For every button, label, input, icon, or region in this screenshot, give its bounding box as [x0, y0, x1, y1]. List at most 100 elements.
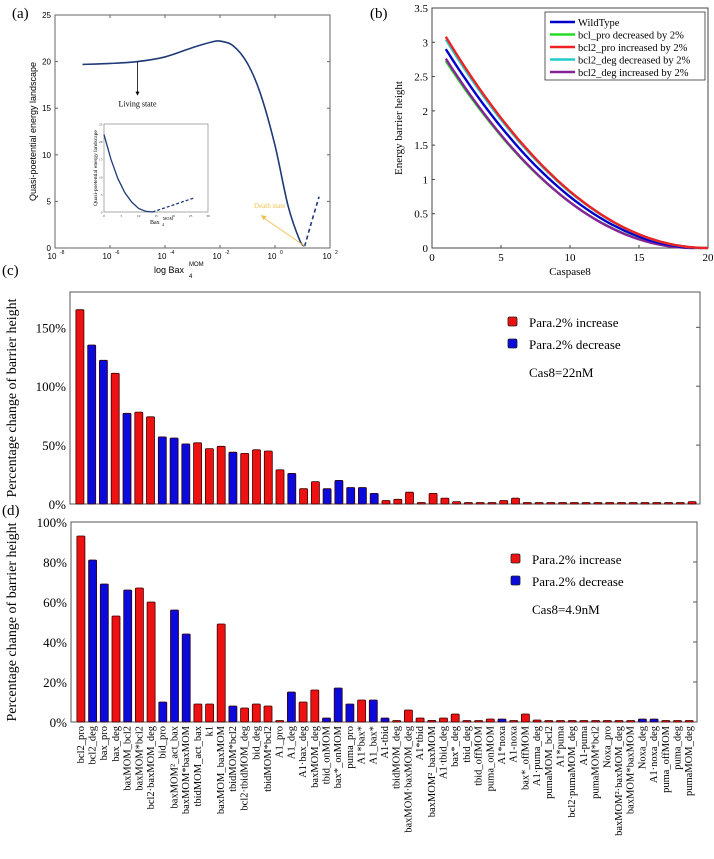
bar: [204, 448, 214, 505]
bar: [146, 416, 155, 505]
bar: [368, 699, 378, 723]
d-category-label: A1·bax_deg: [298, 725, 309, 778]
bar: [216, 445, 226, 505]
bar: [393, 498, 403, 505]
panel-a-xlabel-sup: MOM: [189, 262, 204, 268]
b-legend-label: bcl_pro decreased by 2%: [578, 31, 684, 42]
d-category-label: tbid_onMOM: [322, 725, 333, 784]
panel-label-d: (d): [2, 503, 20, 519]
panel-label-b: (b): [370, 6, 388, 22]
cas8-note: Cas8=4.9nM: [532, 602, 600, 617]
d-category-label: bax*_onMOM: [333, 725, 344, 788]
d-category-label: A1*noxa: [497, 726, 508, 765]
legend-label: Para.2% increase: [532, 552, 622, 567]
bar: [240, 707, 250, 723]
legend-label: Para.2% increase: [529, 315, 619, 330]
bar: [216, 623, 226, 723]
bar: [122, 412, 132, 505]
d-category-label: bax*_deg: [450, 725, 461, 767]
d-category-label: A1*tbid: [415, 725, 426, 760]
ytick-label: 80%: [43, 555, 67, 570]
d-category-label: tbid_deg: [462, 725, 473, 762]
panel-c-ylabel: Percentage change of barrier height: [5, 298, 20, 497]
bar: [591, 720, 600, 723]
bar: [628, 502, 638, 505]
d-category-label: puma_onMOM: [485, 725, 496, 791]
bar: [205, 703, 215, 723]
bar: [240, 452, 250, 505]
bar: [497, 718, 507, 723]
b-ytick-label: 0.5: [414, 209, 428, 221]
inset-xtick-label: 10: [137, 214, 141, 218]
d-category-label: tbidMOM_deg: [392, 725, 403, 789]
inset-series-dashed: [152, 197, 195, 213]
panel-a-xlabel-sub: 4: [189, 274, 193, 280]
bar: [581, 502, 591, 505]
bar: [110, 372, 120, 505]
panel-label-a: (a): [12, 6, 29, 22]
inset-ytick-label: 15: [99, 158, 103, 162]
bar: [380, 717, 390, 723]
bar: [275, 469, 285, 505]
bar: [134, 411, 144, 505]
bar: [228, 451, 238, 505]
inset-series-solid: [103, 134, 153, 213]
bar: [511, 497, 520, 505]
living-state-arrowhead: [135, 91, 140, 96]
d-category-label: pumaMOM_deg: [684, 725, 695, 796]
bar: [617, 502, 626, 505]
d-category-label: baxMOM*bcl2: [134, 726, 145, 791]
legend-swatch: [510, 553, 521, 564]
d-category-label: baxMOM_bcl2: [123, 726, 134, 791]
bar: [99, 583, 109, 723]
d-category-label: bcl2·baxMOM_deg: [146, 725, 157, 809]
inset-ylabel: Quasi-poetential energy landscape: [93, 130, 99, 206]
bar: [415, 717, 425, 723]
bar: [88, 559, 97, 723]
a-xtick-exp: 0: [280, 250, 283, 256]
d-category-label: bcl2·tbidMOM_deg: [240, 725, 251, 810]
d-category-label: bid_pro: [158, 726, 169, 759]
d-category-label: bcl2_deg: [88, 725, 99, 764]
bar: [251, 703, 261, 723]
bar: [275, 720, 285, 723]
panel-d-ylabel: Percentage change of barrier height: [5, 522, 20, 721]
cas8-note: Cas8=22nM: [529, 365, 594, 380]
bar: [75, 309, 85, 505]
d-category-label: baxMOM*baxMOM: [181, 725, 192, 814]
death-state-arrowhead: [260, 215, 267, 221]
b-legend-label: WildType: [578, 18, 620, 29]
panel-c-legend: Para.2% increase Para.2% decrease Cas8=22n…: [507, 315, 621, 380]
d-category-label: baxMOM²_act_bax: [169, 725, 180, 808]
b-xtick-label: 5: [498, 252, 504, 264]
d-category-label: k1: [205, 726, 216, 737]
death-state-arrow: [262, 216, 305, 247]
inset-xlabel-sub: 4: [162, 222, 164, 227]
d-category-label: puma_offMOM: [661, 725, 672, 793]
bar: [333, 687, 343, 723]
bar: [99, 359, 108, 505]
d-category-label: tbidMOM*bcl2: [263, 726, 274, 792]
bar: [675, 502, 685, 505]
a-xtick-label: 10: [213, 252, 222, 261]
bar: [440, 497, 450, 505]
d-category-label: bcl2_pro: [76, 726, 87, 763]
d-category-label: bid_deg: [251, 725, 262, 760]
a-xtick-exp: -6: [115, 250, 120, 256]
d-category-label: baxMOM_deg: [310, 725, 321, 788]
panel-a-ylabel: Quasi-poetential energy landscape: [28, 62, 38, 201]
a-ytick-label: 20: [42, 58, 51, 67]
bar: [579, 720, 589, 723]
a-series-extension: [303, 196, 320, 247]
d-category-label: A1_deg: [286, 725, 297, 759]
bar: [534, 502, 544, 505]
a-ytick-label: 25: [42, 11, 51, 20]
inset-axes: [103, 123, 209, 213]
inset-xtick-label: 20: [172, 214, 176, 218]
inset-ytick-label: 20: [99, 140, 103, 144]
bar: [193, 442, 203, 505]
d-category-label: A1-tbid: [380, 725, 391, 758]
b-legend-label: bcl2_deg decreased by 2%: [578, 56, 690, 67]
a-xtick-exp: -8: [60, 250, 65, 256]
